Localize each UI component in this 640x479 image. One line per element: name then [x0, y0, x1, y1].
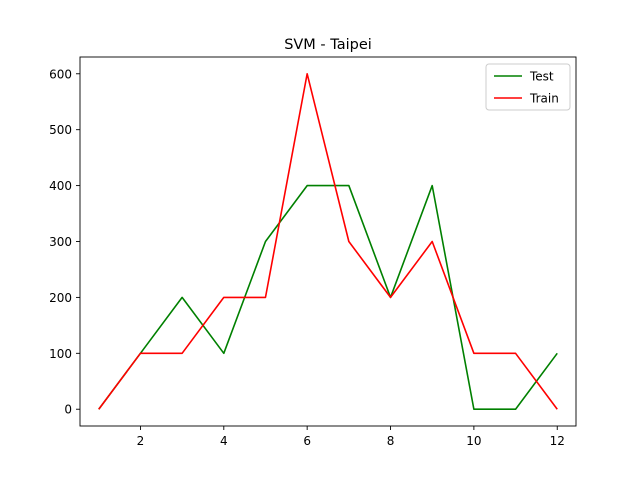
x-tick-label: 12 — [550, 434, 565, 448]
y-tick-label: 300 — [49, 235, 72, 249]
x-tick-label: 10 — [466, 434, 481, 448]
x-tick-label: 2 — [137, 434, 145, 448]
y-tick-label: 600 — [49, 67, 72, 81]
y-tick-label: 400 — [49, 179, 72, 193]
x-tick-label: 8 — [387, 434, 395, 448]
x-tick-label: 6 — [303, 434, 311, 448]
legend: Test Train — [485, 63, 571, 111]
y-tick-label: 200 — [49, 291, 72, 305]
legend-label: Train — [529, 92, 559, 106]
series-line-train — [98, 72, 558, 410]
chart-title: SVM - Taipei — [284, 37, 372, 53]
y-tick-label: 0 — [64, 403, 72, 417]
legend-label: Test — [529, 70, 554, 84]
x-axis: 2 4 6 8 10 12 — [137, 426, 565, 448]
x-tick-label: 4 — [220, 434, 228, 448]
y-tick-label: 100 — [49, 347, 72, 361]
y-axis: 0 100 200 300 400 500 600 — [49, 67, 80, 417]
plot-frame — [79, 56, 577, 427]
series-layer — [98, 72, 558, 411]
series-line-test — [98, 184, 558, 411]
y-tick-label: 500 — [49, 123, 72, 137]
